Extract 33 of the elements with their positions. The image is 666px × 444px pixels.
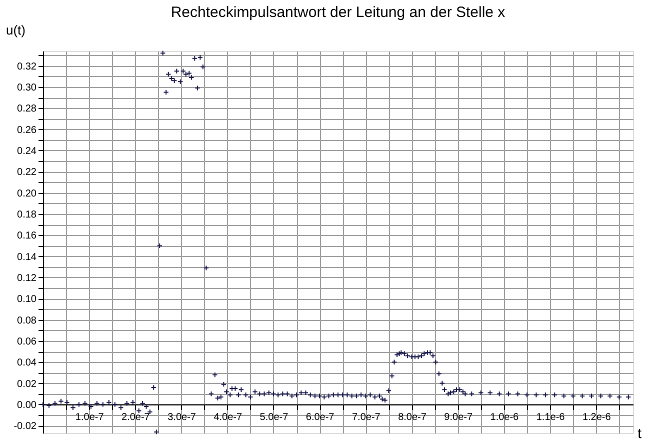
x-tick-label: 9.0e-7: [444, 412, 473, 423]
x-tick-label: 7.0e-7: [352, 412, 381, 423]
x-tick-label: 2.0e-7: [122, 412, 150, 423]
y-tick-label: 0.22: [17, 167, 37, 178]
y-tick-label: 0.32: [17, 61, 37, 72]
x-tick-label: 1.1e-6: [536, 412, 566, 423]
x-axis-title: t: [638, 424, 642, 441]
y-tick-label: 0.08: [17, 315, 37, 326]
y-tick-label: 0.06: [17, 336, 37, 348]
x-tick-label: 5.0e-7: [260, 412, 289, 423]
y-tick-label: 0.26: [17, 124, 37, 136]
y-tick-label: 0.30: [17, 82, 37, 94]
y-tick-label: 0.20: [17, 188, 37, 200]
y-tick-label: 0.16: [17, 230, 37, 242]
y-tick-label: 0.04: [17, 358, 37, 369]
y-tick-label: 0.14: [17, 252, 37, 263]
x-tick-label: 8.0e-7: [398, 412, 427, 423]
y-tick-label: 0.12: [17, 272, 37, 284]
x-tick-label: 1.0e-7: [75, 412, 104, 423]
y-tick-label: 0.10: [17, 294, 37, 306]
y-tick-label: 0.02: [17, 378, 37, 390]
x-tick-label: 6.0e-7: [306, 412, 335, 423]
x-tick-label: 4.0e-7: [214, 412, 242, 423]
y-tick-label: 0.18: [17, 209, 37, 220]
y-tick-label: 0.28: [17, 104, 37, 115]
x-tick-label: 1.0e-6: [490, 412, 520, 423]
x-tick-label: 3.0e-7: [168, 412, 196, 423]
y-tick-label: 0.00: [17, 400, 37, 411]
x-tick-label: 1.2e-6: [582, 412, 612, 423]
y-tick-label: 0.24: [17, 146, 37, 157]
y-axis-title: u(t): [6, 22, 26, 38]
chart-title: Rechteckimpulsantwort der Leitung an der Stelle x: [170, 4, 506, 21]
y-tick-label: -0.02: [14, 421, 37, 432]
